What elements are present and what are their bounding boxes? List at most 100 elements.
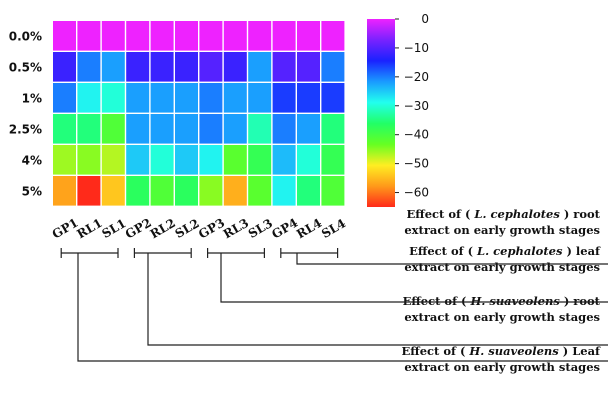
heatmap-cell — [223, 114, 247, 144]
heatmap-cell — [248, 145, 272, 175]
heatmap-cell — [199, 52, 223, 82]
colorbar-tick-label: −40 — [404, 128, 429, 142]
heatmap-cell — [150, 83, 174, 113]
heatmap-cell — [126, 21, 150, 51]
column-label: SL4 — [319, 216, 348, 241]
heatmap-cell — [126, 52, 150, 82]
heatmap-cell — [150, 176, 174, 206]
heatmap-cell — [199, 83, 223, 113]
group-label-line2: extract on early growth stages — [404, 223, 600, 237]
heatmap-cell — [297, 52, 320, 82]
leader-line — [147, 253, 608, 346]
group-bracket — [60, 248, 119, 258]
heatmap-cell — [248, 176, 272, 206]
heatmap-cell — [248, 21, 272, 51]
heatmap-cell — [272, 52, 296, 82]
heatmap-cell — [150, 52, 174, 82]
group-label-line1: Effect of ( L. cephalotes ) root — [407, 207, 601, 221]
row-labels: 0.0% 0.5% 1% 2.5% 4% 5% — [9, 30, 42, 199]
colorbar-tick-label: −20 — [404, 70, 429, 84]
heatmap-cell — [175, 83, 198, 113]
heatmap-cells — [52, 20, 346, 207]
heatmap-cell — [175, 114, 198, 144]
heatmap-cell — [199, 114, 223, 144]
heatmap-cell — [248, 114, 272, 144]
heatmap-cell — [248, 83, 272, 113]
heatmap-cell — [297, 176, 320, 206]
heatmap-cell — [199, 145, 223, 175]
heatmap-cell — [53, 176, 76, 206]
heatmap-cell — [321, 83, 345, 113]
heatmap-cell — [223, 21, 247, 51]
row-label: 5% — [22, 185, 42, 199]
heatmap-cell — [150, 114, 174, 144]
heatmap-cell — [272, 83, 296, 113]
heatmap-cell — [175, 52, 198, 82]
group-label-line1: Effect of ( L. cephalotes ) leaf — [409, 244, 601, 258]
heatmap-cell — [126, 176, 150, 206]
row-label: 1% — [22, 92, 42, 106]
leader-line — [220, 253, 608, 303]
heatmap-cell — [101, 52, 125, 82]
heatmap-cell — [126, 83, 150, 113]
row-label: 0.0% — [9, 30, 42, 44]
heatmap-cell — [77, 83, 101, 113]
row-label: 2.5% — [9, 123, 42, 137]
heatmap-cell — [101, 145, 125, 175]
heatmap-cell — [223, 83, 247, 113]
leader-line — [77, 253, 608, 362]
colorbar-tick-label: −10 — [404, 41, 429, 55]
group-label-line2: extract on early growth stages — [404, 360, 600, 374]
heatmap-cell — [199, 21, 223, 51]
row-label: 4% — [22, 154, 42, 168]
heatmap-cell — [77, 52, 101, 82]
group-bracket — [207, 248, 265, 258]
heatmap-cell — [101, 114, 125, 144]
heatmap-cell — [223, 145, 247, 175]
heatmap-cell — [199, 176, 223, 206]
heatmap-cell — [101, 21, 125, 51]
heatmap-cell — [77, 145, 101, 175]
heatmap-cell — [321, 21, 345, 51]
heatmap-cell — [77, 114, 101, 144]
group-bracket — [133, 248, 192, 258]
group-bracket — [280, 248, 339, 258]
heatmap-cell — [77, 21, 101, 51]
colorbar-tick-label: −60 — [404, 186, 429, 200]
heatmap-cell — [297, 145, 320, 175]
heatmap-cell — [321, 176, 345, 206]
row-label: 0.5% — [9, 61, 42, 75]
heatmap-cell — [175, 145, 198, 175]
heatmap-cell — [321, 52, 345, 82]
group-label-line2: extract on early growth stages — [404, 260, 600, 274]
heatmap-cell — [101, 83, 125, 113]
heatmap-cell — [126, 114, 150, 144]
heatmap-cell — [321, 145, 345, 175]
heatmap-cell — [101, 176, 125, 206]
heatmap-cell — [175, 176, 198, 206]
heatmap-cell — [272, 176, 296, 206]
heatmap-cell — [53, 21, 76, 51]
colorbar-tick-label: 0 — [421, 12, 429, 26]
group-label-line1: Effect of ( H. suaveolens ) Leaf — [401, 344, 601, 358]
heatmap-cell — [297, 114, 320, 144]
heatmap-cell — [53, 83, 76, 113]
leader-line — [296, 253, 608, 265]
heatmap-cell — [272, 21, 296, 51]
group-brackets: Effect of ( H. suaveolens ) Leaf extract … — [60, 207, 608, 374]
heatmap-cell — [53, 52, 76, 82]
colorbar-gradient — [367, 19, 395, 207]
group-label-line1: Effect of ( H. suaveolens ) root — [403, 294, 601, 308]
heatmap-cell — [150, 21, 174, 51]
heatmap-cell — [53, 145, 76, 175]
heatmap-cell — [77, 176, 101, 206]
heatmap-cell — [297, 83, 320, 113]
heatmap-cell — [297, 21, 320, 51]
heatmap-cell — [272, 145, 296, 175]
heatmap-cell — [272, 114, 296, 144]
heatmap-cell — [321, 114, 345, 144]
heatmap-cell — [150, 145, 174, 175]
group-label-line2: extract on early growth stages — [404, 310, 600, 324]
